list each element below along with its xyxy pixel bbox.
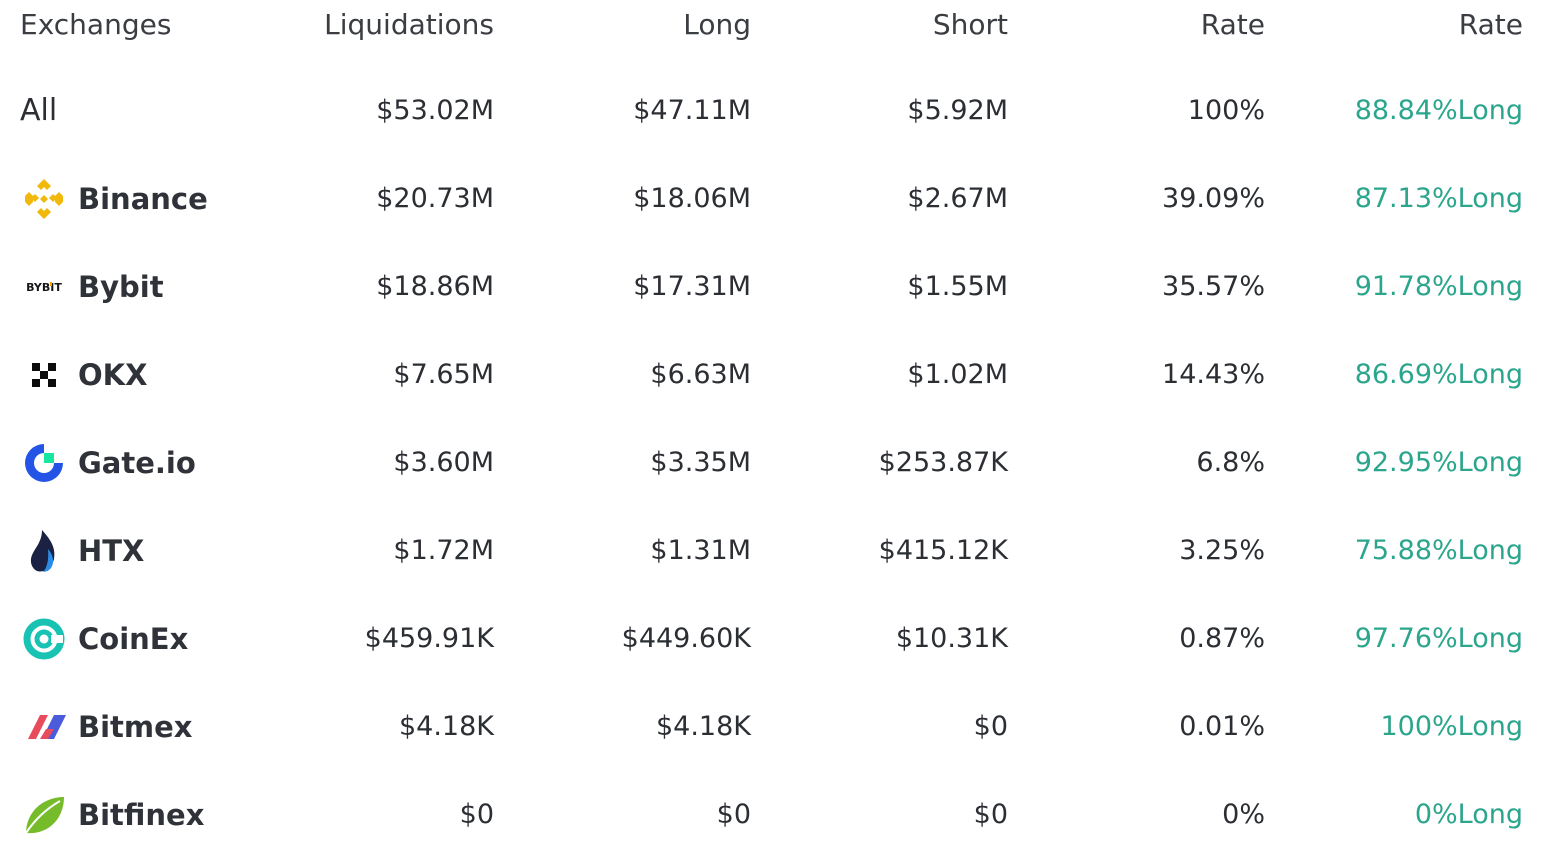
table-row-bitmex[interactable]: Bitmex $4.18K $4.18K $0 0.01% 100%Long: [0, 697, 1542, 757]
short-value: $0: [973, 711, 1008, 742]
header-long-rate[interactable]: Rate: [1458, 8, 1523, 41]
long-rate-value: 87.13%Long: [1354, 183, 1523, 214]
exchange-cell: Binance: [20, 169, 300, 229]
exchange-name-all: All: [20, 93, 58, 128]
liquidations-value: $3.60M: [393, 447, 494, 478]
short-value: $5.92M: [907, 95, 1008, 126]
short-value: $10.31K: [895, 623, 1008, 654]
table-row-gate-io[interactable]: Gate.io $3.60M $3.35M $253.87K 6.8% 92.9…: [0, 433, 1542, 493]
exchange-cell: BYBIT Bybit: [20, 257, 300, 317]
short-value: $2.67M: [907, 183, 1008, 214]
htx-icon: [20, 527, 68, 575]
header-liquidations[interactable]: Liquidations: [324, 8, 494, 41]
coinex-icon: [20, 615, 68, 663]
bybit-logo-text: BYBIT: [26, 281, 62, 294]
liquidations-value: $53.02M: [376, 95, 494, 126]
liquidations-value: $0: [459, 799, 494, 830]
long-value: $17.31M: [633, 271, 751, 302]
liquidations-value: $20.73M: [376, 183, 494, 214]
exchange-cell: CoinEx: [20, 609, 300, 669]
long-rate-value: 91.78%Long: [1354, 271, 1523, 302]
rate-value: 35.57%: [1162, 271, 1265, 302]
liquidations-value: $1.72M: [393, 535, 494, 566]
header-long[interactable]: Long: [683, 8, 751, 41]
table-row-okx[interactable]: OKX $7.65M $6.63M $1.02M 14.43% 86.69%Lo…: [0, 345, 1542, 405]
exchange-name: Gate.io: [78, 446, 196, 480]
long-rate-value: 86.69%Long: [1354, 359, 1523, 390]
exchange-name: Binance: [78, 182, 208, 216]
binance-icon: [20, 175, 68, 223]
exchange-name: Bybit: [78, 270, 164, 304]
long-value: $4.18K: [655, 711, 751, 742]
table-row-bybit[interactable]: BYBIT Bybit $18.86M $17.31M $1.55M 35.57…: [0, 257, 1542, 317]
bybit-icon: BYBIT: [20, 263, 68, 311]
long-rate-value: 100%Long: [1380, 711, 1523, 742]
long-value: $0: [716, 799, 751, 830]
long-rate-value: 88.84%Long: [1354, 95, 1523, 126]
table-row-htx[interactable]: HTX $1.72M $1.31M $415.12K 3.25% 75.88%L…: [0, 521, 1542, 581]
rate-value: 6.8%: [1196, 447, 1265, 478]
okx-icon: [20, 351, 68, 399]
long-rate-value: 0%Long: [1414, 799, 1523, 830]
long-value: $6.63M: [650, 359, 751, 390]
liquidations-value: $7.65M: [393, 359, 494, 390]
bitmex-icon: [20, 703, 68, 751]
rate-value: 100%: [1187, 95, 1265, 126]
exchange-name: HTX: [78, 534, 145, 568]
long-rate-value: 92.95%Long: [1354, 447, 1523, 478]
long-value: $1.31M: [650, 535, 751, 566]
short-value: $0: [973, 799, 1008, 830]
liquidations-value: $459.91K: [364, 623, 494, 654]
table-row-coinex[interactable]: CoinEx $459.91K $449.60K $10.31K 0.87% 9…: [0, 609, 1542, 669]
rate-value: 0%: [1222, 799, 1265, 830]
table-row-all[interactable]: All $53.02M $47.11M $5.92M 100% 88.84%Lo…: [0, 81, 1542, 141]
liquidations-value: $4.18K: [398, 711, 494, 742]
table-header-row: Exchanges Liquidations Long Short Rate R…: [0, 0, 1542, 55]
long-rate-value: 75.88%Long: [1354, 535, 1523, 566]
rate-value: 3.25%: [1179, 535, 1265, 566]
exchange-cell: Gate.io: [20, 433, 300, 493]
table-row-bitfinex[interactable]: Bitfinex $0 $0 $0 0% 0%Long: [0, 785, 1542, 845]
bitfinex-icon: [20, 791, 68, 839]
exchange-cell: Bitmex: [20, 697, 300, 757]
short-value: $415.12K: [878, 535, 1008, 566]
header-rate[interactable]: Rate: [1200, 8, 1265, 41]
exchange-cell: HTX: [20, 521, 300, 581]
exchange-name: CoinEx: [78, 622, 189, 656]
long-rate-value: 97.76%Long: [1354, 623, 1523, 654]
table-row-binance[interactable]: Binance $20.73M $18.06M $2.67M 39.09% 87…: [0, 169, 1542, 229]
short-value: $253.87K: [878, 447, 1008, 478]
short-value: $1.02M: [907, 359, 1008, 390]
rate-value: 14.43%: [1162, 359, 1265, 390]
rate-value: 39.09%: [1162, 183, 1265, 214]
exchange-name: Bitfinex: [78, 798, 205, 832]
long-value: $47.11M: [633, 95, 751, 126]
long-value: $3.35M: [650, 447, 751, 478]
long-value: $18.06M: [633, 183, 751, 214]
rate-value: 0.87%: [1179, 623, 1265, 654]
long-value: $449.60K: [621, 623, 751, 654]
short-value: $1.55M: [907, 271, 1008, 302]
header-exchanges[interactable]: Exchanges: [20, 8, 172, 41]
exchange-cell: OKX: [20, 345, 300, 405]
header-short[interactable]: Short: [932, 8, 1008, 41]
exchange-name: OKX: [78, 358, 148, 392]
rate-value: 0.01%: [1179, 711, 1265, 742]
exchange-cell: Bitfinex: [20, 785, 300, 845]
liquidations-value: $18.86M: [376, 271, 494, 302]
gate-io-icon: [20, 439, 68, 487]
exchange-name: Bitmex: [78, 710, 193, 744]
